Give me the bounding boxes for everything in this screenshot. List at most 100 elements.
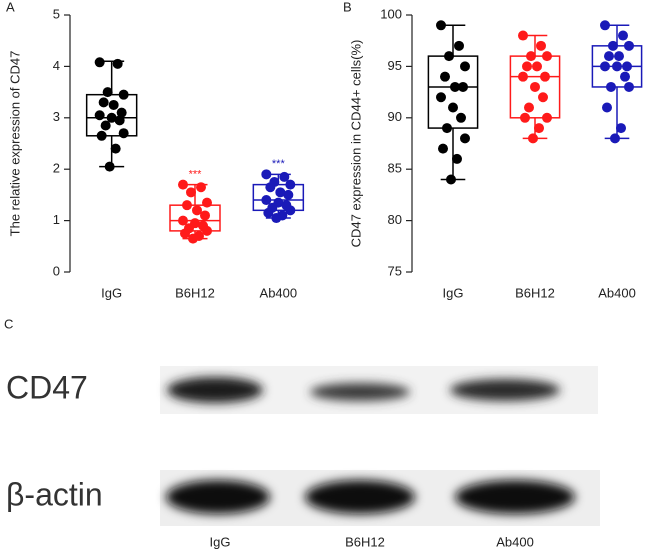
data-point bbox=[518, 71, 528, 82]
data-point bbox=[542, 112, 552, 123]
data-point bbox=[188, 233, 198, 244]
data-point bbox=[602, 102, 612, 113]
band bbox=[455, 480, 575, 514]
data-point bbox=[444, 51, 454, 62]
data-point bbox=[114, 115, 125, 126]
data-point bbox=[436, 92, 446, 103]
lane-label: B6H12 bbox=[345, 534, 385, 549]
y-tick-label: 0 bbox=[53, 263, 60, 278]
data-point bbox=[271, 213, 282, 224]
data-point bbox=[279, 171, 290, 182]
data-point bbox=[600, 20, 610, 31]
panel-label: B bbox=[343, 0, 352, 14]
y-tick-label: 90 bbox=[388, 109, 402, 124]
data-point bbox=[526, 51, 536, 62]
data-point bbox=[446, 174, 456, 185]
data-point bbox=[192, 205, 202, 216]
data-point bbox=[200, 210, 210, 221]
x-tick-label: IgG bbox=[443, 285, 464, 300]
data-point bbox=[100, 120, 111, 131]
band bbox=[305, 480, 415, 514]
y-tick-label: 75 bbox=[388, 263, 402, 278]
data-point bbox=[94, 110, 105, 121]
x-tick-label: B6H12 bbox=[175, 285, 215, 300]
data-point bbox=[202, 225, 212, 236]
data-point bbox=[118, 89, 129, 100]
data-point bbox=[265, 182, 276, 193]
lane-label: Ab400 bbox=[496, 534, 534, 549]
data-point bbox=[624, 81, 634, 92]
data-point bbox=[96, 130, 107, 141]
data-point bbox=[440, 71, 450, 82]
western-blot bbox=[160, 366, 600, 526]
panel-label: A bbox=[6, 0, 15, 14]
data-point bbox=[456, 112, 466, 123]
data-point bbox=[522, 61, 532, 72]
data-point bbox=[454, 40, 464, 51]
data-point bbox=[442, 123, 452, 134]
data-point bbox=[285, 205, 296, 216]
data-point bbox=[618, 30, 628, 41]
band bbox=[310, 383, 410, 401]
data-point bbox=[620, 71, 630, 82]
y-axis-label: The relative expression of CD47 bbox=[7, 51, 22, 237]
data-point bbox=[285, 179, 296, 190]
data-point bbox=[180, 228, 190, 239]
y-tick-label: 1 bbox=[53, 212, 60, 227]
data-point bbox=[518, 30, 528, 41]
data-point bbox=[540, 71, 550, 82]
data-point bbox=[261, 169, 272, 180]
data-point bbox=[283, 189, 294, 200]
data-point bbox=[102, 87, 113, 98]
data-point bbox=[536, 40, 546, 51]
data-point bbox=[98, 97, 109, 108]
data-point bbox=[118, 128, 129, 139]
data-point bbox=[458, 81, 468, 92]
box bbox=[427, 55, 479, 129]
data-point bbox=[600, 61, 610, 72]
x-tick-label: Ab400 bbox=[260, 285, 298, 300]
y-tick-label: 95 bbox=[388, 58, 402, 73]
data-point bbox=[116, 107, 127, 118]
data-point bbox=[448, 102, 458, 113]
y-tick-label: 4 bbox=[53, 58, 60, 73]
data-point bbox=[202, 197, 212, 208]
data-point bbox=[606, 81, 616, 92]
y-tick-label: 5 bbox=[53, 6, 60, 21]
protein-label: β-actin bbox=[6, 476, 103, 512]
data-point bbox=[622, 61, 632, 72]
y-tick-label: 2 bbox=[53, 161, 60, 176]
data-point bbox=[106, 112, 117, 123]
data-point bbox=[614, 51, 624, 62]
significance: *** bbox=[272, 158, 286, 170]
data-point bbox=[275, 187, 286, 198]
data-point bbox=[196, 182, 206, 193]
band bbox=[450, 379, 560, 401]
data-point bbox=[534, 123, 544, 134]
data-point bbox=[94, 57, 105, 68]
data-point bbox=[616, 123, 626, 134]
band bbox=[167, 377, 263, 403]
data-point bbox=[528, 133, 538, 144]
x-tick-label: Ab400 bbox=[598, 285, 636, 300]
data-point bbox=[436, 20, 446, 31]
y-axis-label: CD47 expression in CD44+ cells(%) bbox=[348, 40, 363, 248]
protein-label: CD47 bbox=[6, 369, 88, 405]
data-point bbox=[608, 40, 618, 51]
box bbox=[169, 204, 221, 232]
data-point bbox=[610, 133, 620, 144]
data-point bbox=[104, 161, 115, 172]
panel-label: C bbox=[4, 316, 13, 331]
data-point bbox=[604, 51, 614, 62]
data-point bbox=[263, 207, 274, 218]
data-point bbox=[178, 215, 188, 226]
data-point bbox=[530, 81, 540, 92]
band bbox=[166, 480, 270, 514]
data-point bbox=[460, 61, 470, 72]
data-point bbox=[524, 102, 534, 113]
data-point bbox=[612, 61, 622, 72]
data-point bbox=[624, 40, 634, 51]
data-point bbox=[520, 112, 530, 123]
lane-label: IgG bbox=[210, 534, 231, 549]
